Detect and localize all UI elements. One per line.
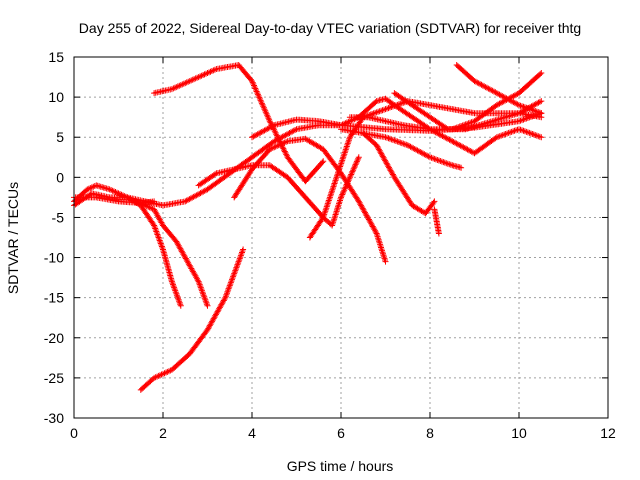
series-arc-c — [71, 190, 184, 309]
series-arc-l — [431, 206, 442, 237]
y-tick-label: 5 — [56, 129, 64, 145]
chart-title: Day 255 of 2022, Sidereal Day-to-day VTE… — [79, 20, 581, 36]
series-arc-g — [195, 154, 362, 229]
x-tick-label: 6 — [337, 425, 345, 441]
series-markers — [231, 135, 389, 265]
x-tick-label: 10 — [511, 425, 527, 441]
x-tick-label: 8 — [426, 425, 434, 441]
series-arc-p — [338, 126, 465, 171]
y-tick-label: -10 — [44, 250, 64, 266]
y-tick-label: -25 — [44, 370, 64, 386]
x-tick-label: 4 — [248, 425, 256, 441]
y-tick-label: -5 — [52, 209, 65, 225]
y-tick-label: -15 — [44, 290, 64, 306]
x-tick-label: 2 — [159, 425, 167, 441]
y-tick-label: -30 — [44, 410, 64, 426]
series-markers — [151, 62, 327, 185]
series-markers — [195, 154, 362, 229]
series-arc-e — [137, 246, 247, 393]
y-tick-label: -20 — [44, 330, 64, 346]
y-tick-label: 0 — [56, 169, 64, 185]
series-arc-j — [249, 95, 545, 157]
series-layer — [71, 62, 545, 393]
y-tick-label: 10 — [48, 89, 64, 105]
series-arc-f — [151, 62, 327, 185]
series-markers — [453, 62, 545, 117]
series-markers — [431, 206, 442, 237]
x-axis-label: GPS time / hours — [287, 458, 394, 474]
y-tick-label: 15 — [48, 49, 64, 65]
series-arc-d — [133, 198, 211, 309]
series-markers — [71, 190, 184, 309]
series-markers — [133, 198, 211, 309]
series-arc-o — [453, 62, 545, 117]
series-markers — [249, 95, 545, 157]
tick-layer: 0 2 4 6 8 10 12 -30 -25 -20 -15 -10 -5 0 5 10 15 — [44, 49, 616, 441]
series-arc-h — [231, 135, 389, 265]
series-markers — [137, 246, 247, 393]
series-markers — [338, 126, 465, 171]
series-markers — [306, 98, 545, 241]
series-arc-i — [306, 98, 545, 241]
x-tick-label: 12 — [600, 425, 616, 441]
x-tick-label: 0 — [70, 425, 78, 441]
y-axis-label: SDTVAR / TECUs — [5, 182, 21, 294]
